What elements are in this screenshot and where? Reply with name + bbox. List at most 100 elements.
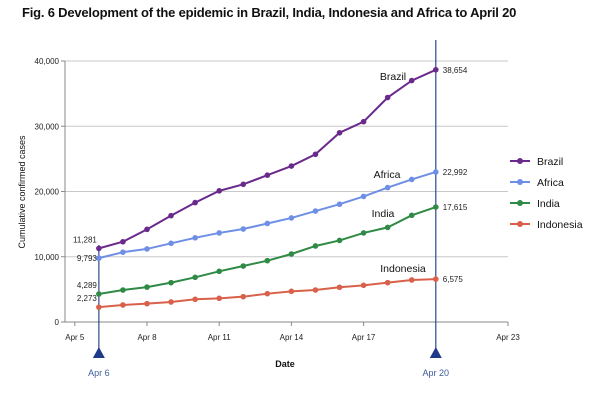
data-point — [192, 274, 198, 281]
data-point — [168, 240, 174, 247]
data-point — [408, 277, 415, 283]
data-point — [384, 279, 391, 286]
end-value-label: 38,654 — [443, 66, 468, 75]
series-line-india — [98, 206, 437, 296]
data-point — [168, 299, 174, 305]
y-tick-label: 0 — [55, 318, 60, 327]
series-lines — [96, 66, 439, 310]
data-point — [192, 235, 198, 241]
x-tick-label: Apr 17 — [352, 333, 376, 342]
data-point — [360, 282, 367, 289]
data-point — [168, 212, 174, 219]
data-point — [264, 220, 271, 227]
end-value-label: 22,992 — [443, 168, 468, 177]
legend-label: India — [537, 198, 560, 210]
triangle-marker-icon — [92, 347, 105, 358]
data-point — [96, 304, 102, 310]
legend-marker — [517, 221, 523, 227]
gridlines — [65, 60, 508, 258]
data-point — [96, 255, 102, 261]
chart-title: Fig. 6 Development of the epidemic in Br… — [22, 5, 517, 20]
data-point — [336, 129, 343, 136]
data-point — [144, 300, 150, 307]
data-point — [433, 276, 439, 282]
axes: 0 10,000 20,000 30,000 40,000 Apr 5 Apr 8 Apr 1… — [35, 57, 521, 342]
series-inline-label: Indonesia — [380, 263, 426, 275]
data-point — [240, 293, 247, 300]
data-point — [240, 263, 247, 269]
data-point — [312, 243, 319, 249]
data-point — [144, 246, 150, 252]
data-point — [192, 296, 198, 303]
start-value-label: 2,273 — [77, 294, 98, 303]
data-point — [384, 224, 391, 231]
data-point — [264, 172, 271, 178]
y-tick-label: 40,000 — [35, 57, 60, 66]
triangle-marker-icon — [429, 347, 442, 358]
data-point — [408, 176, 415, 183]
x-tick-label: Apr 23 — [496, 333, 520, 342]
data-point — [288, 251, 295, 257]
data-point — [264, 290, 271, 297]
data-point — [384, 184, 391, 191]
legend-marker — [517, 179, 523, 185]
data-point — [384, 94, 391, 101]
data-point — [96, 245, 102, 252]
y-tick-label: 20,000 — [35, 188, 60, 197]
legend-label: Indonesia — [537, 219, 583, 231]
data-labels: 11,281 38,654 Brazil 9,793 22,992 Africa 4,289… — [73, 66, 468, 303]
data-point — [192, 199, 198, 206]
data-point — [120, 249, 126, 255]
data-point — [120, 238, 126, 245]
data-point — [408, 77, 415, 84]
data-point — [336, 201, 343, 208]
data-point — [433, 204, 439, 210]
data-point — [144, 284, 150, 290]
legend-marker — [517, 158, 523, 164]
data-point — [144, 226, 150, 233]
data-point — [433, 66, 439, 73]
data-point — [312, 287, 319, 293]
x-tick-label: Apr 5 — [65, 333, 85, 342]
legend-marker — [517, 200, 523, 206]
data-point — [120, 302, 126, 308]
x-tick-label: Apr 14 — [280, 333, 304, 342]
x-axis-label: Date — [275, 359, 295, 369]
series-inline-label: Brazil — [380, 71, 406, 83]
data-point — [336, 284, 343, 291]
data-point — [240, 181, 247, 188]
data-point — [240, 226, 247, 232]
y-axis-label: Cumulative confirmed cases — [17, 135, 27, 249]
data-point — [120, 287, 126, 293]
legend-label: Brazil — [537, 156, 563, 168]
y-tick-label: 30,000 — [35, 122, 60, 131]
date-marker-label: Apr 6 — [88, 368, 110, 378]
data-point — [216, 230, 222, 236]
start-value-label: 4,289 — [77, 281, 98, 290]
start-value-label: 9,793 — [77, 254, 98, 263]
legend: Brazil Africa India Indonesia — [510, 156, 583, 231]
data-point — [216, 188, 222, 194]
data-point — [408, 212, 415, 219]
data-point — [168, 279, 174, 286]
data-point — [360, 193, 367, 200]
end-value-label: 17,615 — [443, 203, 468, 212]
date-marker-label: Apr 20 — [423, 368, 450, 378]
series-inline-label: India — [372, 208, 395, 220]
data-point — [360, 118, 367, 125]
x-tick-label: Apr 8 — [137, 333, 157, 342]
data-point — [216, 295, 222, 302]
data-point — [216, 268, 222, 275]
data-point — [288, 288, 295, 295]
start-value-label: 11,281 — [73, 235, 97, 244]
legend-label: Africa — [537, 177, 564, 189]
series-inline-label: Africa — [374, 169, 401, 181]
data-point — [312, 151, 319, 158]
data-point — [336, 237, 343, 244]
y-tick-label: 10,000 — [35, 253, 60, 262]
data-point — [288, 215, 295, 221]
data-point — [433, 169, 439, 175]
data-point — [288, 163, 295, 169]
end-value-label: 6,575 — [443, 275, 464, 284]
